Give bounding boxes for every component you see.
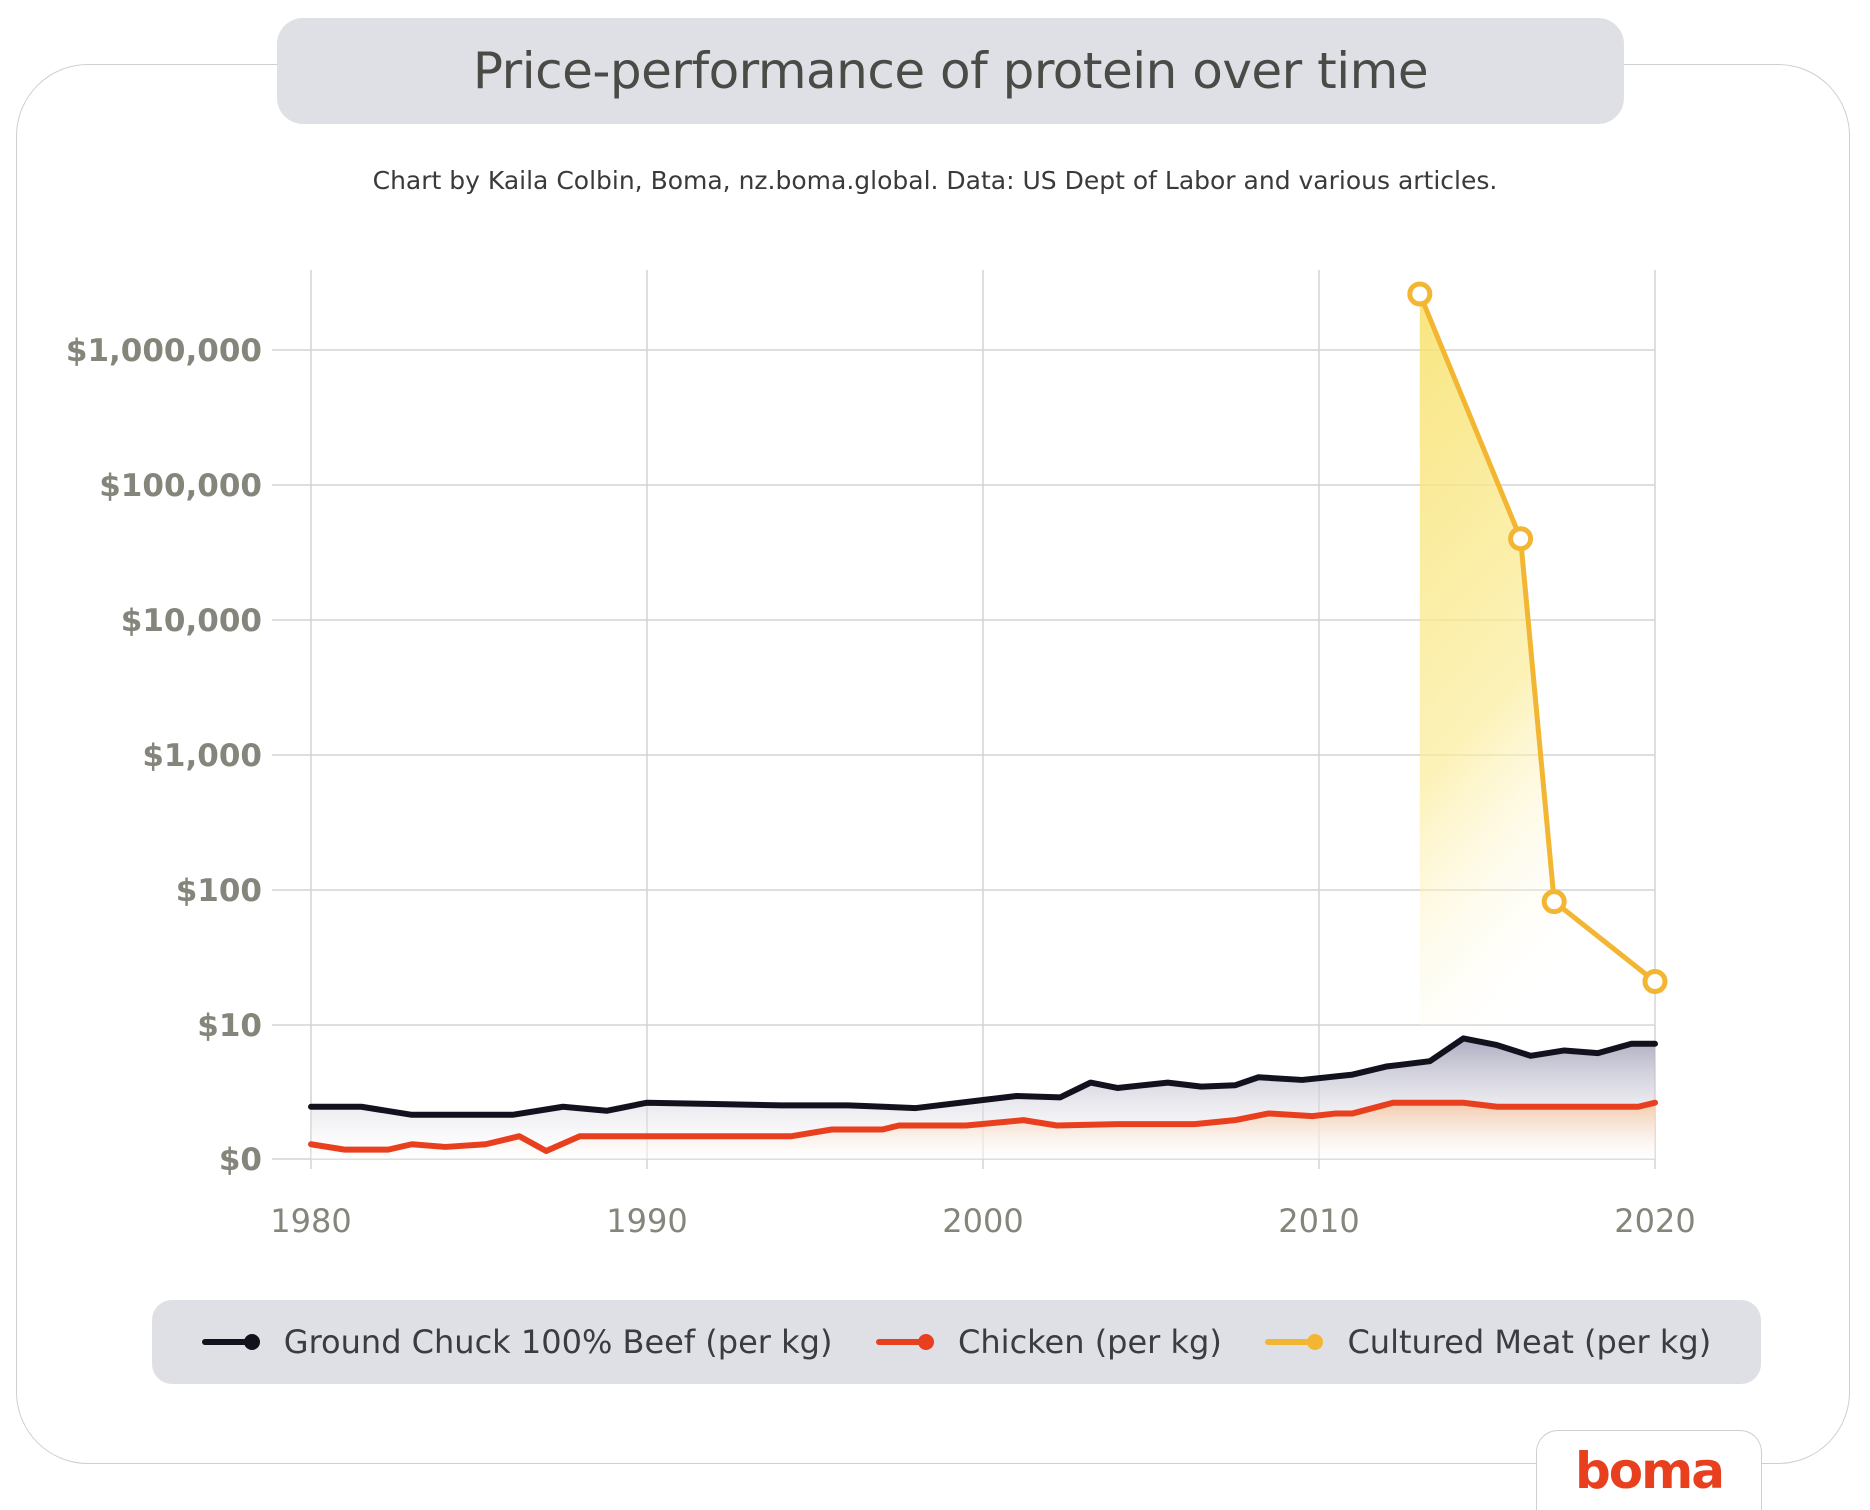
y-tick-label: $1,000 [142,738,262,774]
x-tick-label: 2020 [1614,1202,1695,1240]
x-tick-label: 1990 [606,1202,687,1240]
chart-card [16,64,1850,1464]
chart-subtitle: Chart by Kaila Colbin, Boma, nz.boma.glo… [372,166,1498,195]
legend-item-cultured[interactable]: Cultured Meat (per kg) [1265,1323,1711,1361]
legend-item-beef[interactable]: Ground Chuck 100% Beef (per kg) [201,1323,833,1361]
point-cultured [1541,889,1567,915]
title-banner: Price-performance of protein over time [277,18,1624,124]
legend-label-cultured: Cultured Meat (per kg) [1347,1323,1712,1361]
line-chicken [308,1099,1658,1154]
point-cultured [1508,526,1534,552]
boma-logo-text: boma [1575,1441,1725,1500]
y-tick-label: $0 [219,1142,262,1178]
legend-swatch-beef [201,1334,260,1350]
line-beef [308,1035,1658,1118]
legend-label-beef: Ground Chuck 100% Beef (per kg) [283,1323,833,1361]
line-cultured [1417,291,1658,984]
legend-swatch-cultured [1265,1334,1324,1350]
y-tick-label: $10 [197,1008,262,1044]
y-tick-label: $10,000 [121,603,262,639]
area-cultured [1419,293,1655,1025]
legend: Ground Chuck 100% Beef (per kg) Chicken … [152,1300,1761,1384]
legend-swatch-chicken [876,1334,935,1350]
y-tick-label: $1,000,000 [66,333,262,369]
x-tick-label: 1980 [270,1202,351,1240]
point-cultured [1407,281,1433,307]
boma-logo[interactable]: boma [1536,1430,1762,1510]
chart-title: Price-performance of protein over time [472,42,1429,100]
y-tick-label: $100,000 [99,468,262,504]
point-cultured [1642,969,1668,995]
y-tick-label: $100 [176,873,262,909]
x-tick-label: 2000 [942,1202,1023,1240]
x-tick-label: 2010 [1278,1202,1359,1240]
legend-item-chicken[interactable]: Chicken (per kg) [876,1323,1222,1361]
legend-label-chicken: Chicken (per kg) [958,1323,1222,1361]
